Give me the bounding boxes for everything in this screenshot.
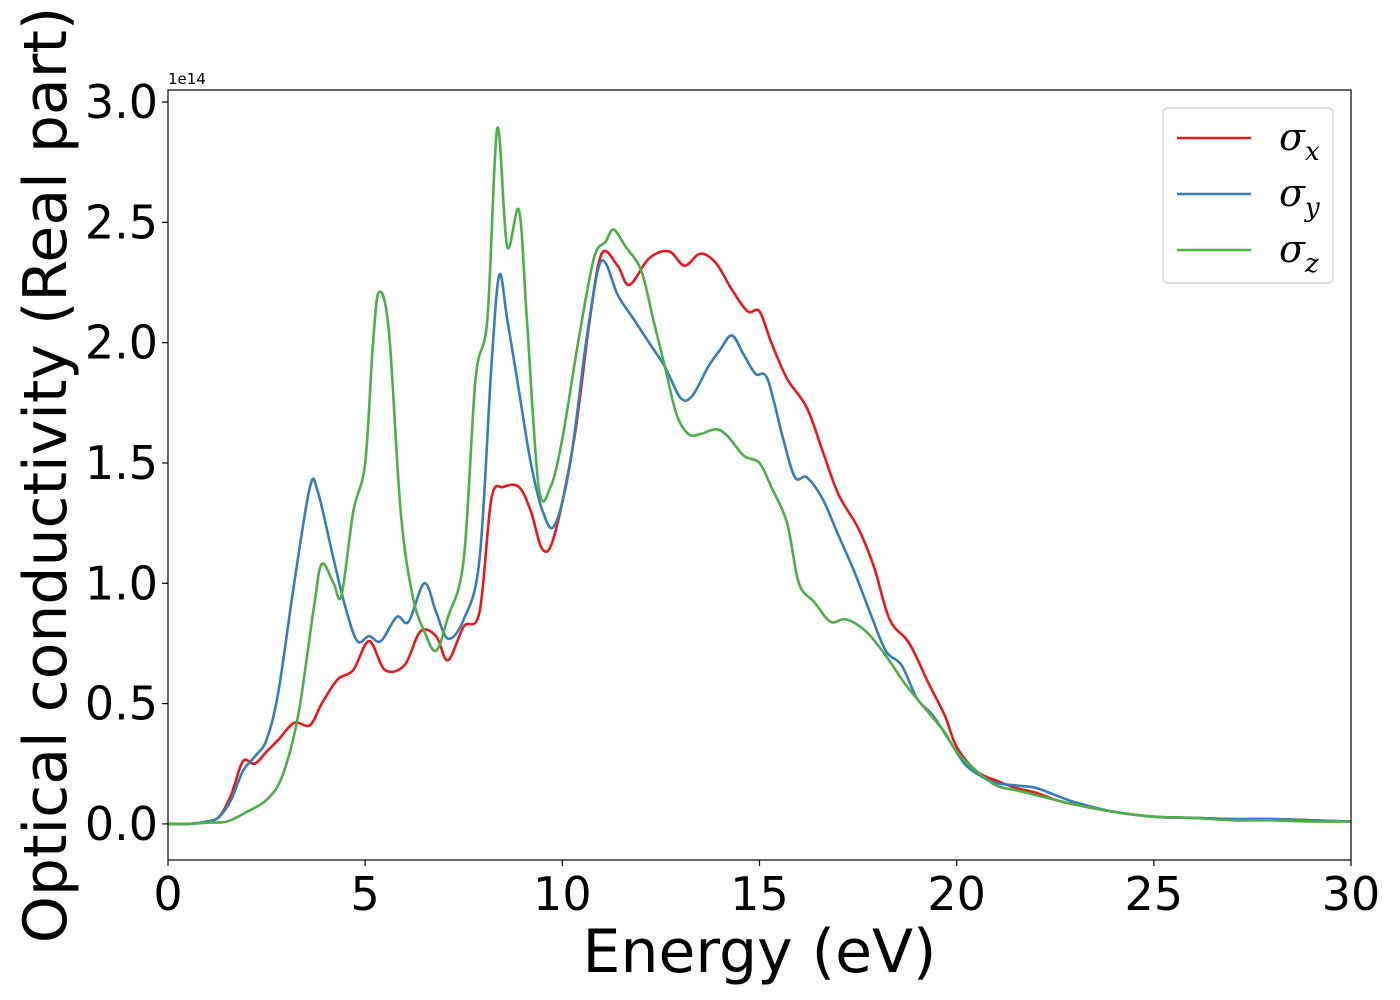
y-tick-label: 1.5: [85, 436, 158, 490]
y-axis: 0.0 0.5 1.0 1.5 2.0 2.5 3.0: [85, 75, 168, 851]
legend-box: [1162, 107, 1334, 284]
x-tick-label: 15: [730, 867, 789, 921]
series-line-z: [168, 126, 1351, 826]
x-tick-label: 0: [153, 867, 182, 921]
x-axis-label: Energy (eV): [583, 917, 937, 987]
y-tick-label: 0.5: [85, 677, 158, 731]
x-tick-label: 10: [533, 867, 592, 921]
x-tick-label: 5: [351, 867, 380, 921]
plot-background: [168, 90, 1351, 860]
legend-label-z: σz: [1279, 227, 1319, 279]
x-tick-label: 20: [927, 867, 986, 921]
x-tick-label: 25: [1125, 867, 1184, 921]
legend-label-x: σx: [1279, 115, 1320, 167]
x-tick-label: 30: [1322, 867, 1381, 921]
series-line-y: [168, 258, 1351, 826]
y-offset-label: 1e14: [168, 70, 206, 88]
y-tick-label: 2.5: [85, 195, 158, 249]
series-line-x: [168, 249, 1351, 826]
y-tick-label: 1.0: [85, 556, 158, 610]
y-tick-label: 0.0: [85, 797, 158, 851]
y-tick-label: 2.0: [85, 316, 158, 370]
x-axis: 0 5 10 15 20 25 30: [153, 860, 1380, 921]
y-axis-label: Optical conductivity (Real part): [11, 7, 81, 944]
y-tick-label: 3.0: [85, 75, 158, 129]
plot-area: [167, 89, 1352, 861]
legend-label-y: σy: [1279, 171, 1320, 223]
